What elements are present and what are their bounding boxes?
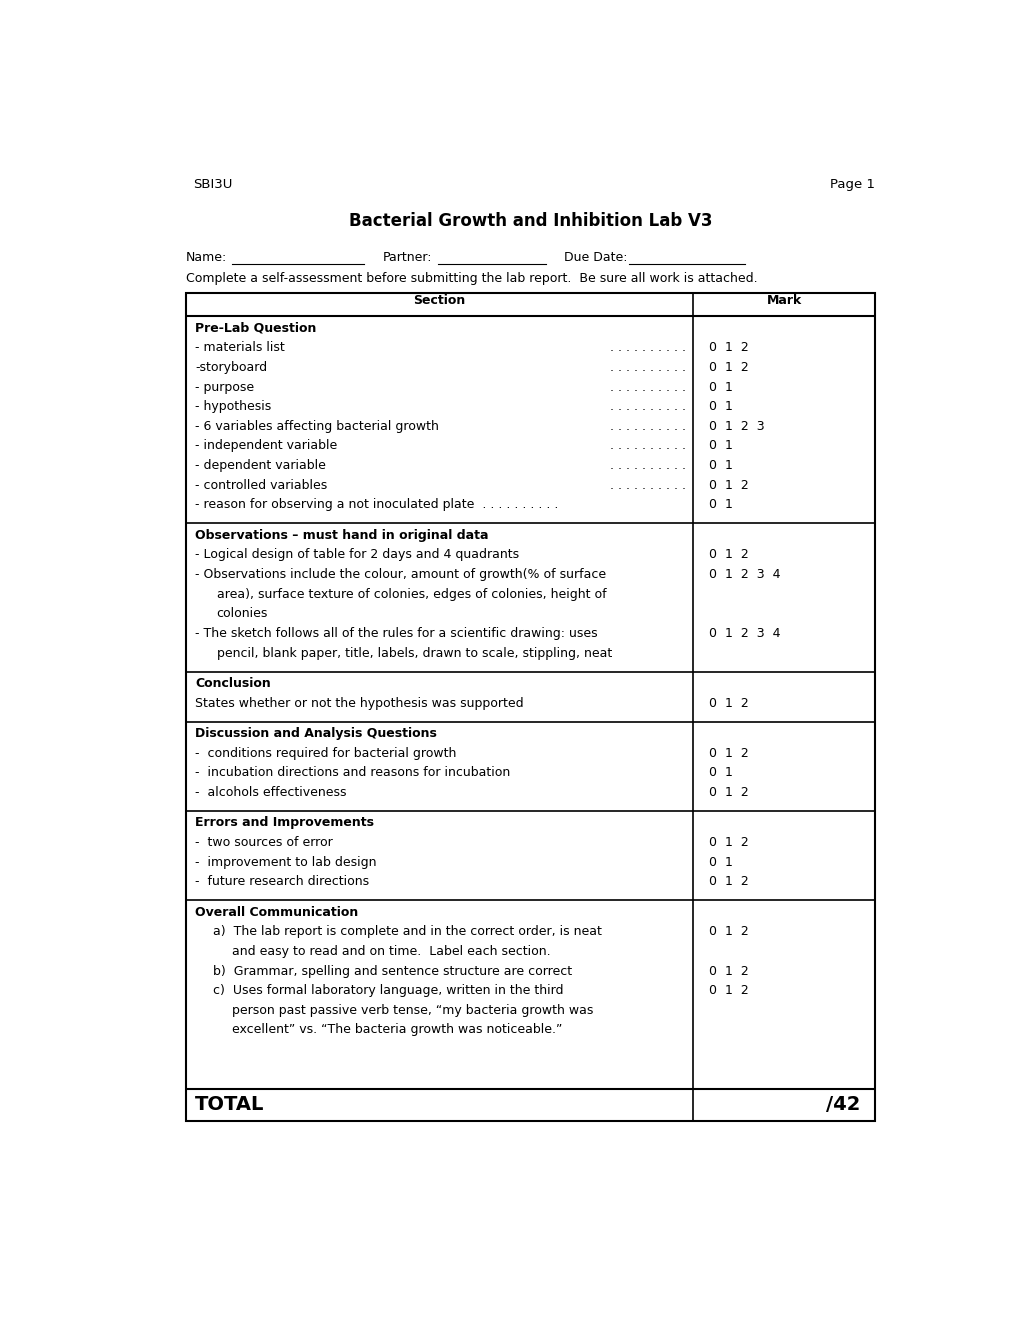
Text: pencil, blank paper, title, labels, drawn to scale, stippling, neat: pencil, blank paper, title, labels, draw… [216, 647, 611, 660]
Text: 0  1  2: 0 1 2 [708, 836, 748, 849]
Text: 0  1  2: 0 1 2 [708, 342, 748, 354]
Text: Discussion and Analysis Questions: Discussion and Analysis Questions [195, 727, 436, 741]
Text: Observations – must hand in original data: Observations – must hand in original dat… [195, 529, 488, 541]
Text: Conclusion: Conclusion [195, 677, 270, 690]
Text: . . . . . . . . . .: . . . . . . . . . . [609, 420, 685, 433]
Text: area), surface texture of colonies, edges of colonies, height of: area), surface texture of colonies, edge… [216, 587, 605, 601]
Text: Overall Communication: Overall Communication [195, 906, 358, 919]
Text: -  incubation directions and reasons for incubation: - incubation directions and reasons for … [195, 767, 510, 779]
Text: . . . . . . . . . .: . . . . . . . . . . [609, 440, 685, 453]
Text: . . . . . . . . . .: . . . . . . . . . . [609, 360, 685, 374]
Text: SBI3U: SBI3U [194, 178, 232, 190]
Text: a)  The lab report is complete and in the correct order, is neat: a) The lab report is complete and in the… [213, 925, 601, 939]
Text: 0  1  2: 0 1 2 [708, 697, 748, 710]
Text: Complete a self-assessment before submitting the lab report.  Be sure all work i: Complete a self-assessment before submit… [185, 272, 756, 285]
Text: 0  1  2: 0 1 2 [708, 925, 748, 939]
Text: - 6 variables affecting bacterial growth: - 6 variables affecting bacterial growth [195, 420, 438, 433]
Text: . . . . . . . . . .: . . . . . . . . . . [609, 400, 685, 413]
Text: 0  1: 0 1 [708, 440, 732, 453]
Text: . . . . . . . . . .: . . . . . . . . . . [609, 459, 685, 473]
Text: - Logical design of table for 2 days and 4 quadrants: - Logical design of table for 2 days and… [195, 548, 519, 561]
Text: 0  1  2: 0 1 2 [708, 985, 748, 997]
Text: - materials list: - materials list [195, 342, 284, 354]
Text: 0  1  2: 0 1 2 [708, 875, 748, 888]
Text: TOTAL: TOTAL [195, 1096, 264, 1114]
Text: Section: Section [413, 294, 465, 308]
Text: colonies: colonies [216, 607, 268, 620]
Text: . . . . . . . . . .: . . . . . . . . . . [609, 479, 685, 492]
Text: -  conditions required for bacterial growth: - conditions required for bacterial grow… [195, 747, 455, 760]
Text: Errors and Improvements: Errors and Improvements [195, 816, 374, 829]
Text: and easy to read and on time.  Label each section.: and easy to read and on time. Label each… [232, 945, 550, 958]
Text: 0  1: 0 1 [708, 855, 732, 869]
Text: . . . . . . . . . .: . . . . . . . . . . [609, 380, 685, 393]
Text: 0  1  2: 0 1 2 [708, 479, 748, 492]
Text: - The sketch follows all of the rules for a scientific drawing: uses: - The sketch follows all of the rules fo… [195, 627, 597, 640]
Text: Bacterial Growth and Inhibition Lab V3: Bacterial Growth and Inhibition Lab V3 [348, 213, 711, 230]
Text: 0  1: 0 1 [708, 499, 732, 511]
Text: -storyboard: -storyboard [195, 360, 267, 374]
Text: 0  1  2: 0 1 2 [708, 360, 748, 374]
Text: Name:: Name: [185, 251, 226, 264]
Text: 0  1  2: 0 1 2 [708, 965, 748, 978]
Text: -  future research directions: - future research directions [195, 875, 369, 888]
Text: 0  1  2: 0 1 2 [708, 548, 748, 561]
Text: 0  1  2  3  4: 0 1 2 3 4 [708, 627, 780, 640]
Text: /42: /42 [824, 1096, 859, 1114]
Text: 0  1  2  3  4: 0 1 2 3 4 [708, 568, 780, 581]
Text: - Observations include the colour, amount of growth(% of surface: - Observations include the colour, amoun… [195, 568, 605, 581]
Text: Page 1: Page 1 [829, 178, 874, 190]
Text: -  improvement to lab design: - improvement to lab design [195, 855, 376, 869]
Text: person past passive verb tense, “my bacteria growth was: person past passive verb tense, “my bact… [232, 1005, 593, 1016]
Text: - controlled variables: - controlled variables [195, 479, 327, 492]
Text: - reason for observing a not inoculated plate  . . . . . . . . . .: - reason for observing a not inoculated … [195, 499, 557, 511]
Text: c)  Uses formal laboratory language, written in the third: c) Uses formal laboratory language, writ… [213, 985, 562, 997]
Text: b)  Grammar, spelling and sentence structure are correct: b) Grammar, spelling and sentence struct… [213, 965, 572, 978]
Text: States whether or not the hypothesis was supported: States whether or not the hypothesis was… [195, 697, 523, 710]
Text: 0  1: 0 1 [708, 459, 732, 473]
Text: Pre-Lab Question: Pre-Lab Question [195, 322, 316, 335]
Text: 0  1: 0 1 [708, 400, 732, 413]
Text: - dependent variable: - dependent variable [195, 459, 325, 473]
Text: Mark: Mark [766, 294, 801, 308]
Text: Partner:: Partner: [383, 251, 432, 264]
Text: . . . . . . . . . .: . . . . . . . . . . [609, 342, 685, 354]
Text: - hypothesis: - hypothesis [195, 400, 271, 413]
Text: excellent” vs. “The bacteria growth was noticeable.”: excellent” vs. “The bacteria growth was … [232, 1023, 561, 1036]
Text: -  two sources of error: - two sources of error [195, 836, 332, 849]
Bar [185, 293, 874, 1121]
Text: 0  1  2: 0 1 2 [708, 747, 748, 760]
Text: -  alcohols effectiveness: - alcohols effectiveness [195, 785, 346, 799]
Text: 0  1: 0 1 [708, 380, 732, 393]
Text: Due Date:: Due Date: [564, 251, 627, 264]
Text: 0  1  2: 0 1 2 [708, 785, 748, 799]
Text: 0  1: 0 1 [708, 767, 732, 779]
Text: - purpose: - purpose [195, 380, 254, 393]
Text: 0  1  2  3: 0 1 2 3 [708, 420, 763, 433]
Text: - independent variable: - independent variable [195, 440, 337, 453]
